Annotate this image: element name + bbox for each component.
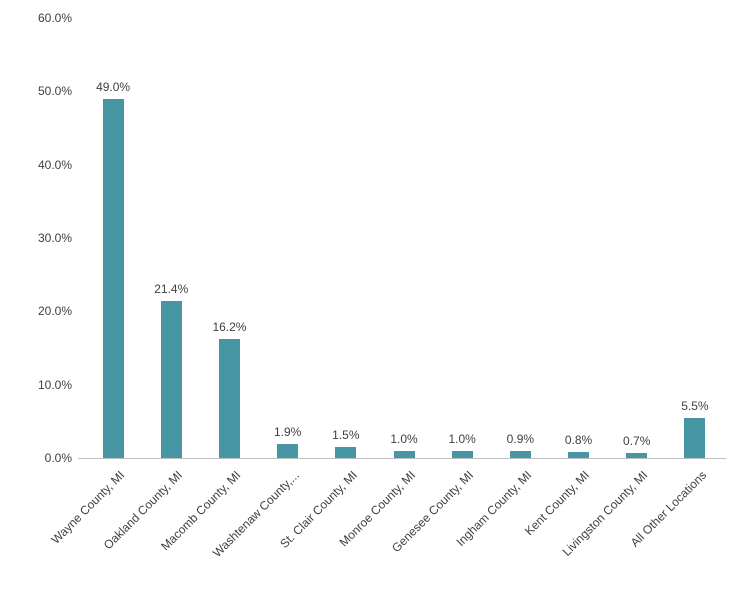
bar <box>160 301 182 458</box>
bar <box>568 452 590 458</box>
y-axis-tick-label: 10.0% <box>37 377 72 392</box>
y-axis-tick-label: 30.0% <box>37 231 72 245</box>
bar <box>102 98 124 458</box>
bar-value-label: 5.5% <box>681 398 709 413</box>
bar <box>626 452 648 458</box>
bar-value-label: 21.4% <box>154 282 189 297</box>
bar-value-label: 1.0% <box>390 431 418 446</box>
y-axis-tick-label: 20.0% <box>37 304 72 319</box>
bar <box>277 444 299 458</box>
bar-value-label: 0.9% <box>506 432 535 447</box>
bar-value-label: 1.9% <box>273 425 302 440</box>
bar-value-label: 16.2% <box>212 320 247 335</box>
bar-value-label: 0.7% <box>623 433 651 448</box>
bar <box>451 450 473 458</box>
x-axis-line <box>78 458 726 459</box>
bar-value-label: 49.0% <box>96 79 131 94</box>
y-axis-tick-label: 60.0% <box>37 11 72 25</box>
y-axis-tick-label: 0.0% <box>44 451 72 465</box>
bar <box>218 339 240 458</box>
bar-value-label: 1.5% <box>332 428 360 442</box>
bar-value-label: 0.8% <box>564 433 593 448</box>
y-axis-tick-label: 40.0% <box>37 157 72 172</box>
bar <box>684 417 706 458</box>
bar <box>335 447 357 458</box>
bar <box>509 451 531 458</box>
bar-value-label: 1.0% <box>448 431 476 446</box>
bar <box>393 450 415 458</box>
y-axis-tick-label: 50.0% <box>37 84 72 99</box>
